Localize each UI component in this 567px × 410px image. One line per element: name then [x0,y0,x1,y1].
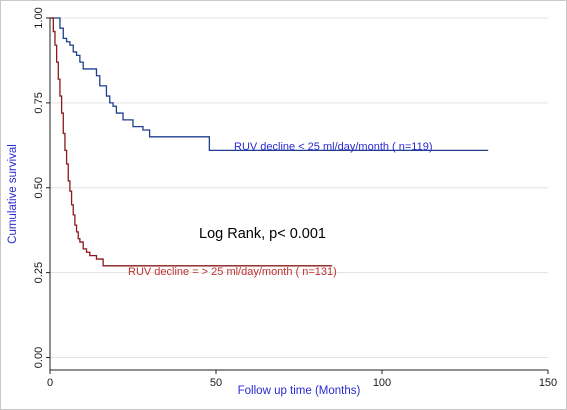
gridlines [50,17,548,358]
survival-curve-1 [50,17,333,267]
y-tick-label-2: 0.50 [33,177,45,198]
x-tick-label-0: 0 [47,377,53,389]
x-tick-label-2: 100 [373,377,391,389]
y-tick-label-1: 0.25 [33,262,45,283]
y-axis-title: Cumulative survival [7,144,19,244]
survival-curves [50,17,489,267]
survival-curve-0 [50,17,489,152]
log-rank-annotation: Log Rank, p< 0.001 [199,226,326,242]
ticks: 0.00 0.25 0.50 0.75 1.00 0 50 100 150 [33,7,557,389]
series-label-low-decline: RUV decline < 25 ml/day/month ( n=119) [234,141,433,153]
y-tick-label-0: 0.00 [33,347,45,368]
y-tick-label-4: 1.00 [33,7,45,28]
x-axis-title: Follow up time (Months) [238,385,361,397]
series-label-high-decline: RUV decline = > 25 ml/day/month ( n=131) [128,266,337,278]
axes [49,18,548,371]
x-tick-label-3: 150 [539,377,557,389]
y-tick-label-3: 0.75 [33,92,45,113]
x-tick-label-1: 50 [210,377,222,389]
